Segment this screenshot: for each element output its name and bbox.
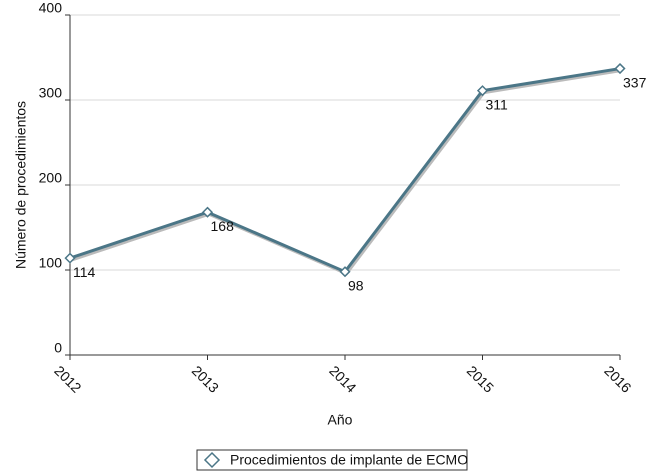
x-tick-label: 2014	[326, 362, 359, 395]
x-axis-title: Año	[328, 412, 353, 428]
legend-box	[196, 449, 468, 471]
y-tick-label: 0	[54, 340, 62, 356]
legend-label: Procedimientos de implante de ECMO	[230, 452, 468, 468]
series-line	[69, 67, 621, 274]
x-tick-label: 2015	[464, 362, 497, 395]
marker	[64, 252, 76, 264]
marker	[614, 62, 626, 75]
x-tick-label: 2016	[601, 362, 634, 395]
data-label: 114	[73, 264, 96, 280]
marker	[339, 266, 351, 278]
marker	[201, 206, 214, 218]
y-tick-label: 300	[39, 85, 63, 101]
x-tick-label: 2013	[189, 362, 222, 395]
legend: Procedimientos de implante de ECMO	[196, 449, 468, 471]
y-tick-label: 100	[39, 255, 63, 271]
x-tick-label: 2012	[51, 362, 84, 395]
data-label: 168	[211, 218, 235, 234]
data-label: 98	[348, 277, 364, 293]
data-label: 337	[623, 74, 647, 90]
legend-marker	[203, 451, 221, 469]
marker	[476, 85, 489, 97]
line-shadow	[71, 69, 622, 276]
data-label: 311	[486, 96, 509, 112]
y-tick-label: 200	[39, 170, 63, 186]
y-axis-title: Número de procedimientos	[13, 101, 29, 269]
y-tick-label: 400	[39, 0, 63, 16]
